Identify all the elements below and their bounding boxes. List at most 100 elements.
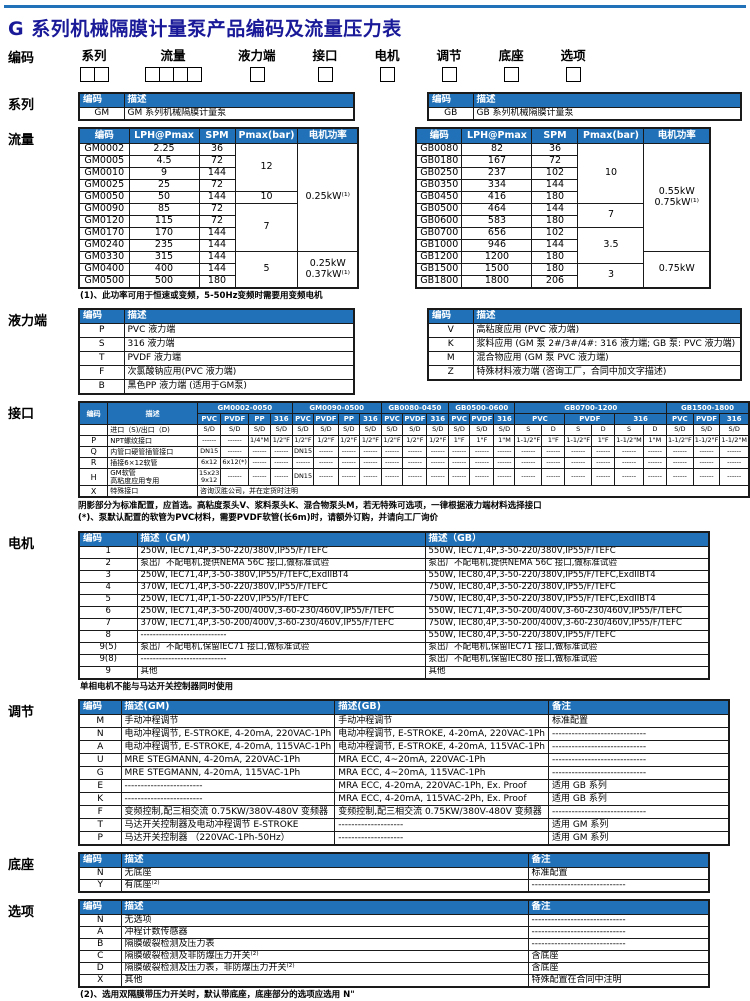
- code-cell: N: [78, 913, 122, 927]
- code-cell: M: [427, 351, 474, 367]
- group-header-row: 编码 描述 GM0002-0050 GM0090-0500 GB0080-0450 GB0…: [78, 401, 750, 426]
- interface-note: (*)、泵默认配置的软管为PVC材料，需要PVDF软管(长6m)时，请额外订购，…: [78, 513, 438, 524]
- value-cell: 1/2"F: [270, 435, 293, 448]
- desc-cell: -----------------------------: [547, 739, 730, 754]
- code-cell: G: [78, 765, 122, 780]
- desc-cell: 适用 GM 系列: [547, 817, 730, 832]
- series-gb-row: GB GB 系列机械隔膜计量泵: [427, 107, 742, 121]
- code-cell: F: [78, 365, 125, 381]
- value-cell: ------: [402, 457, 428, 470]
- series-section: 系列 编码 描述 GM GM 系列机械隔膜计量泵 编码 描述 GB GB 系列机械隔膜计量泵: [8, 92, 750, 121]
- value-cell: 1/2"F: [337, 435, 361, 448]
- value-cell: ------: [642, 457, 668, 470]
- flow-cell: 144: [198, 239, 236, 252]
- column-header: 编码: [78, 308, 125, 325]
- motor-row: 8 ---------------------------- 550W, IEC80…: [78, 629, 710, 643]
- desc-cell: ------------------------: [120, 778, 336, 793]
- desc-cell: 无选项: [120, 913, 529, 927]
- desc-cell: -----------------------------: [527, 913, 710, 927]
- column-header: 描述: [120, 852, 529, 868]
- value-cell: ------: [541, 446, 566, 459]
- flow-cell: 72: [198, 179, 236, 192]
- desc-cell: ------------------------: [120, 791, 336, 806]
- flow-cell: GB1800: [415, 275, 463, 289]
- desc-cell: 内管口硬管插管接口: [107, 446, 198, 459]
- code-box: [380, 67, 396, 82]
- desc-cell: 电动冲程调节, E-STROKE, 4-20mA, 220VAC-1Ph: [334, 726, 549, 741]
- hydraulic-row: Z 特殊材料液力端 (咨询工厂，合同中加文字描述): [427, 365, 742, 381]
- value-cell: ------: [448, 457, 471, 470]
- code-cell: P: [78, 323, 125, 339]
- code-box: [159, 67, 174, 82]
- value-cell: ------: [666, 468, 694, 487]
- value-cell: ------: [514, 468, 543, 487]
- flow-cell: GM0120: [78, 215, 130, 228]
- desc-cell: 其他: [424, 665, 710, 680]
- desc-line: 高粘度应用专用: [110, 477, 160, 486]
- desc-cell: 750W, IEC80,4P,3-50-220/380V,IP55/F/TEFC: [424, 581, 710, 595]
- material-header: PVDF: [402, 413, 428, 426]
- value-cell: ------: [313, 457, 339, 470]
- hydraulic-right-table: 编码 描述 V 高粘度应用 (PVC 液力端) K 浆料应用 (GM 泵 2#/3#/4#…: [427, 308, 742, 382]
- interface-table: 编码 描述 GM0002-0050 GM0090-0500 GB0080-0450 GB0…: [78, 401, 750, 499]
- column-header: 编码: [415, 127, 463, 144]
- column-header: LPH@Pmax: [461, 127, 533, 144]
- value-cell: ------: [291, 457, 315, 470]
- coding-field: 选项: [561, 45, 586, 86]
- code-cell: X: [78, 485, 109, 498]
- flow-section: 流量 编码 LPH@Pmax SPM Pmax(bar) 电机功率 GM0002 2.25 3…: [8, 127, 750, 302]
- flow-gb-row: GB1200 1200 180 0.75kW: [415, 251, 711, 289]
- flow-cell: 144: [198, 227, 236, 240]
- desc-cell: 370W, IEC71,4P,3-50-200/400V,3-60-230/46…: [136, 617, 426, 631]
- flow-cell: GB1200: [415, 251, 463, 264]
- desc-cell: PVDF 液力端: [123, 351, 355, 367]
- value-cell: 1/2"F: [291, 435, 315, 448]
- desc-cell: --------------------: [334, 817, 549, 832]
- options-row: C 隔膜破裂检测及非防爆压力开关⁽²⁾ 含底座: [78, 949, 710, 963]
- desc-cell: MRA ECC, 4~20mA, 115VAC-1Ph: [334, 765, 549, 780]
- flow-cell: GM0025: [78, 179, 130, 192]
- code-box: [249, 67, 265, 82]
- base-label: 底座: [8, 857, 35, 873]
- material-header: PP: [337, 413, 361, 426]
- code-cell: A: [78, 925, 122, 939]
- value-cell: ------: [220, 468, 249, 487]
- header-row: 编码 LPH@Pmax SPM Pmax(bar) 电机功率: [78, 127, 359, 144]
- value-cell: ------: [564, 446, 593, 459]
- desc-cell: 550W, IEC71,4P,3-50-220/380V,IP55/F/TEFC: [424, 545, 710, 559]
- desc-cell: 电动冲程调节, E-STROKE, 4-20mA, 115VAC-1Ph: [334, 739, 549, 754]
- value-cell: ------: [493, 468, 516, 487]
- column-header: 编码: [427, 308, 474, 325]
- pmax-cell: 7: [234, 203, 299, 252]
- desc-cell: 电动冲程调节, E-STROKE, 4-20mA, 115VAC-1Ph: [120, 739, 336, 754]
- coding-fields: 系列 流量 液力端 接口 电机 调节 底座 选项: [80, 45, 586, 86]
- value-cell: ------: [666, 446, 694, 459]
- column-header: 电机功率: [643, 127, 711, 144]
- coding-field: 底座: [499, 45, 524, 86]
- flow-cell: 1800: [461, 275, 533, 289]
- value-cell: ------: [448, 446, 471, 459]
- interface-row: P NPT螺纹接口 ------ ------ 1/4"M 1/2"F 1/2"F 1/2"F…: [78, 435, 750, 448]
- flow-cell: 144: [198, 167, 236, 180]
- value-cell: DN15: [291, 468, 315, 487]
- flow-gb-row: GB1800 1800 206: [415, 275, 710, 289]
- material-header: PVDF: [564, 413, 616, 426]
- desc-cell: 标准配置: [527, 866, 710, 880]
- value-cell: ------: [692, 457, 721, 470]
- coding-section: 编码 系列 流量 液力端 接口 电机 调节 底座 选项: [8, 45, 750, 86]
- flow-cell: 85: [128, 203, 200, 216]
- desc-cell: -----------------------------: [547, 726, 730, 741]
- code-cell: 7: [78, 617, 138, 631]
- desc-cell: 泵出厂不配电机,保留IEC71 接口,做标准试验: [424, 641, 710, 655]
- value-cell: 1/2"F: [402, 435, 428, 448]
- flow-cell: GM0500: [78, 275, 130, 289]
- value-line: 15x23: [198, 468, 220, 477]
- desc-cell: 含底座: [527, 949, 710, 963]
- flow-gm-row: GM0500 500 180: [78, 275, 358, 289]
- motor-table: 编码 描述（GM） 描述（GB） 1 250W, IEC71,4P,3-50-220/3…: [78, 530, 710, 680]
- desc-cell: 250W, IEC71,4P,1-50-220V,IP55/F/TEFC: [136, 593, 426, 607]
- value-cell: ------: [380, 457, 404, 470]
- power-line: 0.75kW: [658, 263, 695, 275]
- sd-cell: S/D: [426, 424, 450, 437]
- flow-label: 流量: [8, 133, 35, 148]
